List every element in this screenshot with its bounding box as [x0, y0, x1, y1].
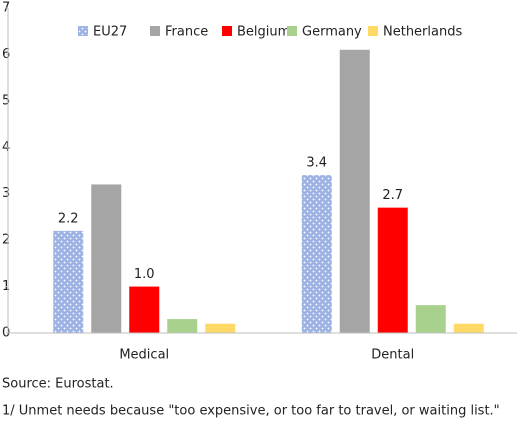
- legend-swatch: [150, 26, 160, 36]
- data-label: 1.0: [134, 267, 155, 282]
- bar: [205, 323, 236, 333]
- legend-label: Germany: [302, 25, 362, 40]
- footnote: 1/ Unmet needs because "too expensive, o…: [2, 404, 500, 419]
- bar: [415, 305, 446, 333]
- data-label: 3.4: [306, 156, 327, 171]
- bar: [91, 184, 122, 333]
- bar: [129, 286, 160, 333]
- legend-label: Belgium: [237, 25, 290, 40]
- source-note: Source: Eurostat.: [2, 377, 114, 392]
- bar: [377, 207, 408, 333]
- data-label: 2.2: [58, 211, 79, 226]
- bar: [453, 323, 484, 333]
- legend-swatch: [287, 26, 297, 36]
- legend-swatch: [368, 26, 378, 36]
- bar: [53, 230, 84, 333]
- bar: [167, 319, 198, 333]
- legend-label: France: [165, 25, 208, 40]
- x-tick-label: Dental: [371, 348, 414, 363]
- legend-label: EU27: [93, 25, 127, 40]
- bar: [339, 49, 370, 334]
- legend-label: Netherlands: [383, 25, 462, 40]
- legend-swatch: [78, 26, 88, 36]
- data-label: 2.7: [382, 188, 403, 203]
- bar: [301, 175, 332, 333]
- legend-swatch: [222, 26, 232, 36]
- x-tick-label: Medical: [119, 348, 169, 363]
